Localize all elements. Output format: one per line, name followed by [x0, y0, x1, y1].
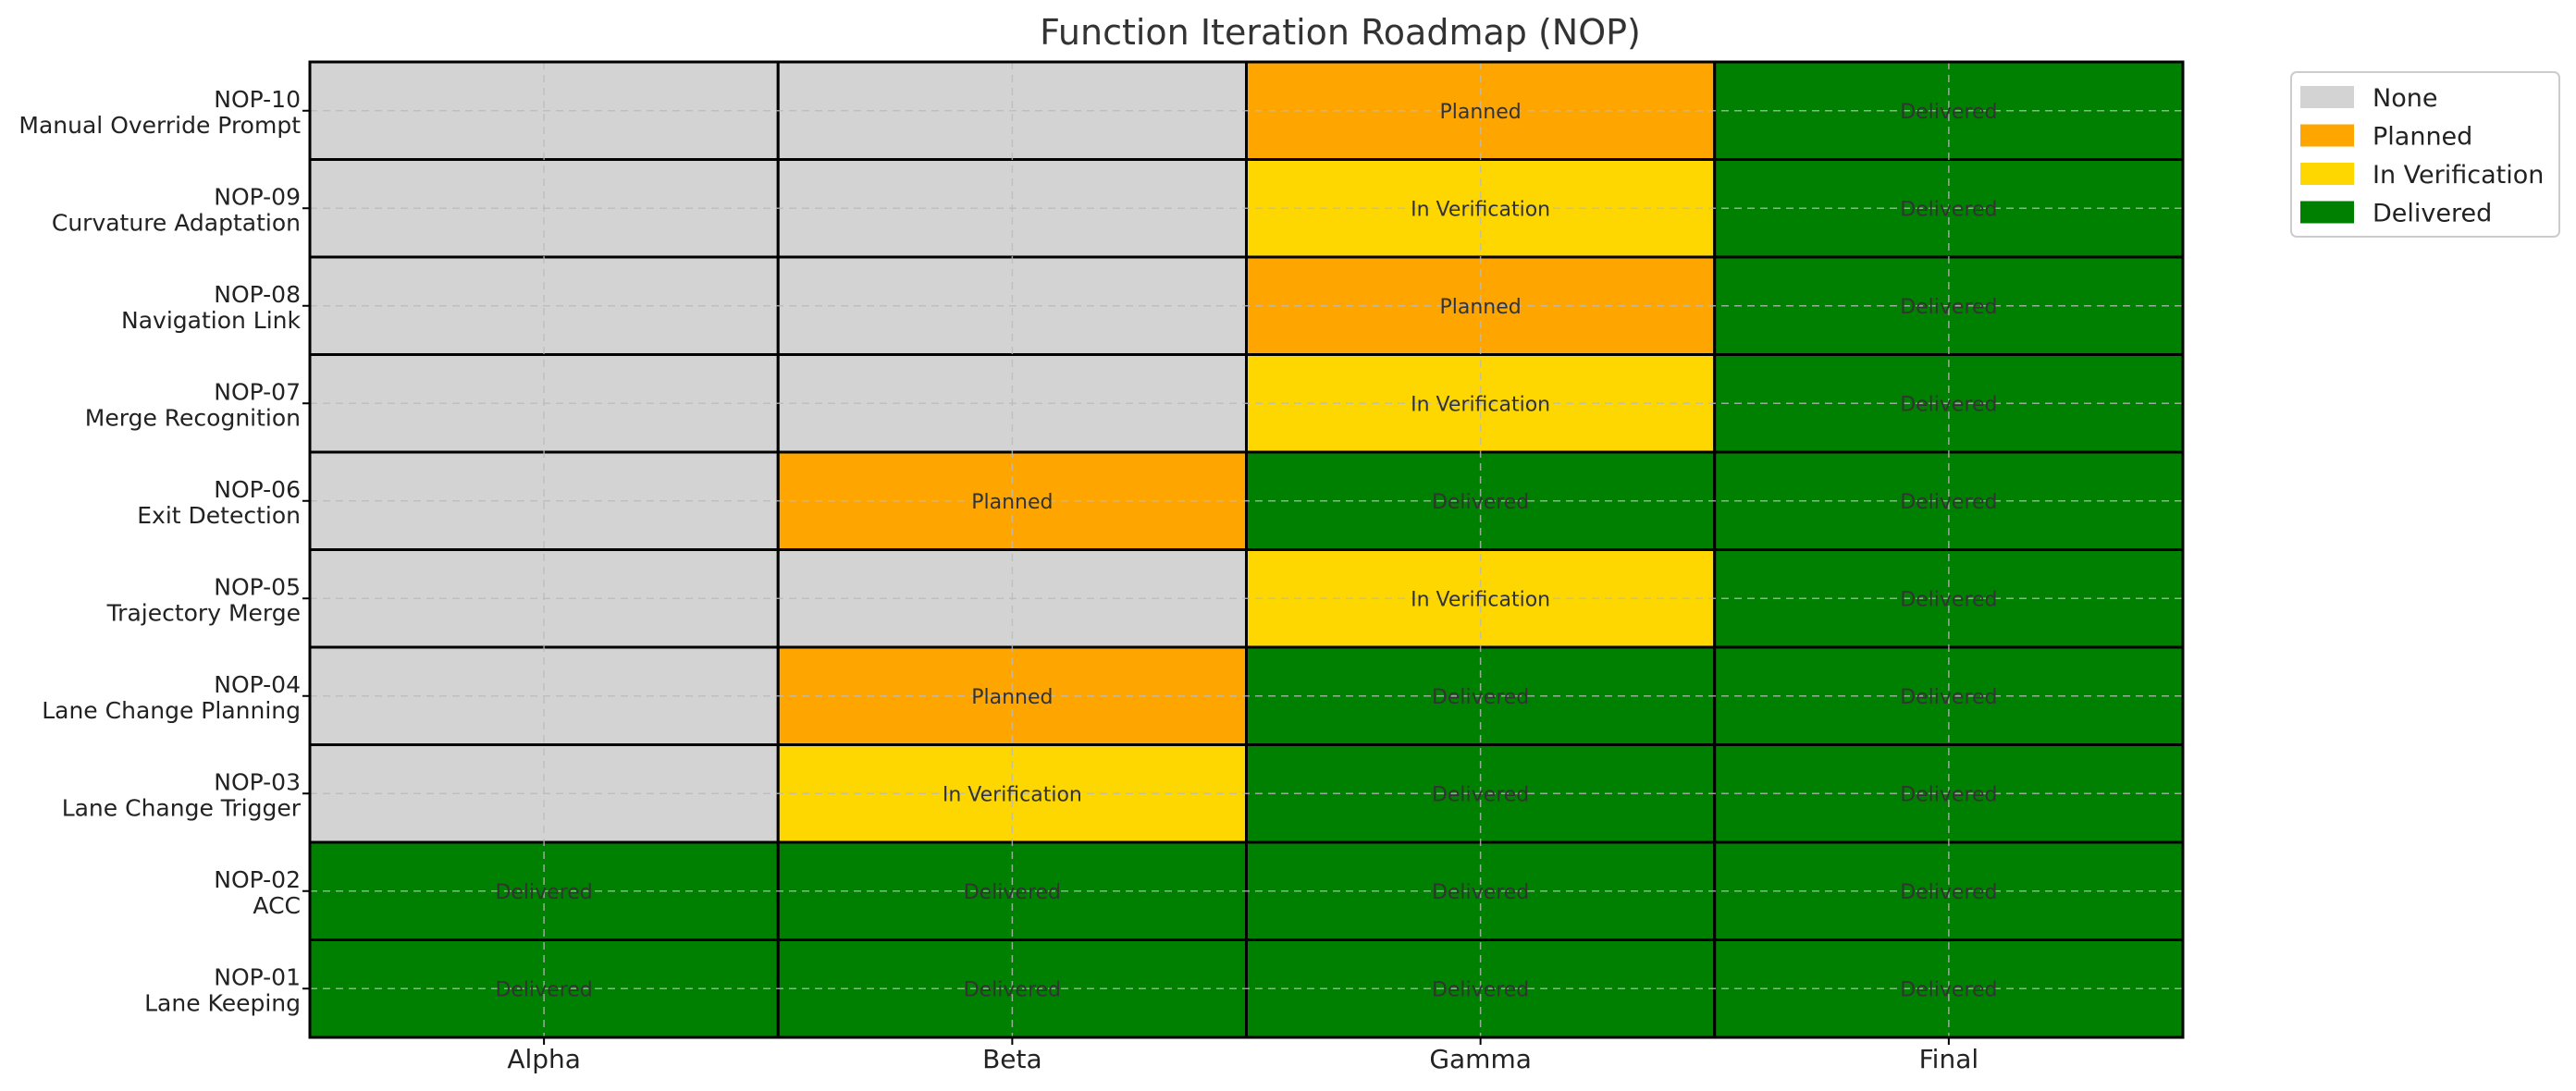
y-tick-label-id: NOP-03 — [214, 768, 301, 795]
legend-label: In Verification — [2373, 161, 2544, 190]
y-tick-label-id: NOP-02 — [214, 866, 301, 893]
y-tick-label-name: Lane Keeping — [144, 989, 301, 1016]
legend-swatch — [2300, 124, 2354, 147]
y-tick-label-id: NOP-06 — [214, 476, 301, 503]
cell-label: Delivered — [964, 881, 1061, 904]
y-tick-label-id: NOP-09 — [214, 183, 301, 210]
grid-lines — [310, 62, 2183, 1037]
cell-label: Delivered — [964, 978, 1061, 1001]
cell-label: Delivered — [1900, 686, 1997, 709]
cell-label: Delivered — [1900, 393, 1997, 416]
cell-label: In Verification — [1411, 588, 1550, 611]
y-tick-label-name: Navigation Link — [121, 307, 302, 334]
chart-title: Function Iteration Roadmap (NOP) — [1040, 12, 1641, 53]
y-tick-label-id: NOP-04 — [214, 671, 301, 698]
y-tick-label-name: Manual Override Prompt — [18, 112, 301, 139]
cell-label: Delivered — [1900, 588, 1997, 611]
legend-swatch — [2300, 163, 2354, 185]
cell-label: Planned — [1440, 296, 1522, 319]
cell-label: Delivered — [495, 881, 592, 904]
legend-label: None — [2373, 84, 2437, 113]
y-tick-label-id: NOP-05 — [214, 573, 301, 600]
cell-label: In Verification — [1411, 393, 1550, 416]
y-tick-label-name: Lane Change Planning — [42, 697, 301, 724]
y-tick-label-name: Trajectory Merge — [106, 599, 301, 626]
plot-frame — [308, 60, 2185, 1039]
y-tick-label-id: NOP-07 — [214, 378, 301, 405]
cell-label: In Verification — [943, 783, 1082, 806]
cell-label: Delivered — [1432, 783, 1529, 806]
y-tick-label-name: Merge Recognition — [85, 404, 301, 431]
cell-label: Planned — [971, 686, 1053, 709]
cell-label: Delivered — [1432, 881, 1529, 904]
x-tick-label: Gamma — [1429, 1044, 1532, 1074]
cell-label: Planned — [971, 491, 1053, 514]
cell-label: Delivered — [1900, 296, 1997, 319]
x-tick-label: Beta — [982, 1044, 1042, 1074]
x-tick-label: Alpha — [507, 1044, 581, 1074]
legend: None Planned In Verification Delivered — [2290, 71, 2560, 238]
legend-swatch — [2300, 86, 2354, 108]
cell-label: Delivered — [1900, 783, 1997, 806]
cell-label: Delivered — [495, 978, 592, 1001]
y-tick-label-id: NOP-10 — [214, 86, 301, 113]
y-tick-label-id: NOP-08 — [214, 281, 301, 308]
cell-label: Delivered — [1900, 978, 1997, 1001]
legend-label: Delivered — [2373, 200, 2492, 228]
cell-label: Delivered — [1432, 686, 1529, 709]
cell-labels: Delivered Delivered Delivered Delivered Deli… — [495, 101, 1997, 1002]
cell-label: Delivered — [1900, 881, 1997, 904]
y-tick-label-id: NOP-01 — [214, 963, 301, 990]
legend-label: Planned — [2373, 123, 2472, 152]
cell-label: Delivered — [1432, 978, 1529, 1001]
cell-label: Delivered — [1432, 491, 1529, 514]
cell-label: In Verification — [1411, 198, 1550, 221]
legend-swatch — [2300, 201, 2354, 224]
y-tick-label-name: Exit Detection — [137, 502, 301, 529]
y-tick-label-name: Curvature Adaptation — [52, 209, 301, 236]
y-tick-label-name: Lane Change Trigger — [62, 794, 302, 821]
x-tick-label: Final — [1919, 1044, 1979, 1074]
cell-label: Delivered — [1900, 101, 1997, 124]
y-tick-label-name: ACC — [253, 892, 301, 919]
cell-label: Planned — [1440, 101, 1522, 124]
cell-label: Delivered — [1900, 491, 1997, 514]
cell-label: Delivered — [1900, 198, 1997, 221]
legend-box — [2290, 71, 2560, 238]
